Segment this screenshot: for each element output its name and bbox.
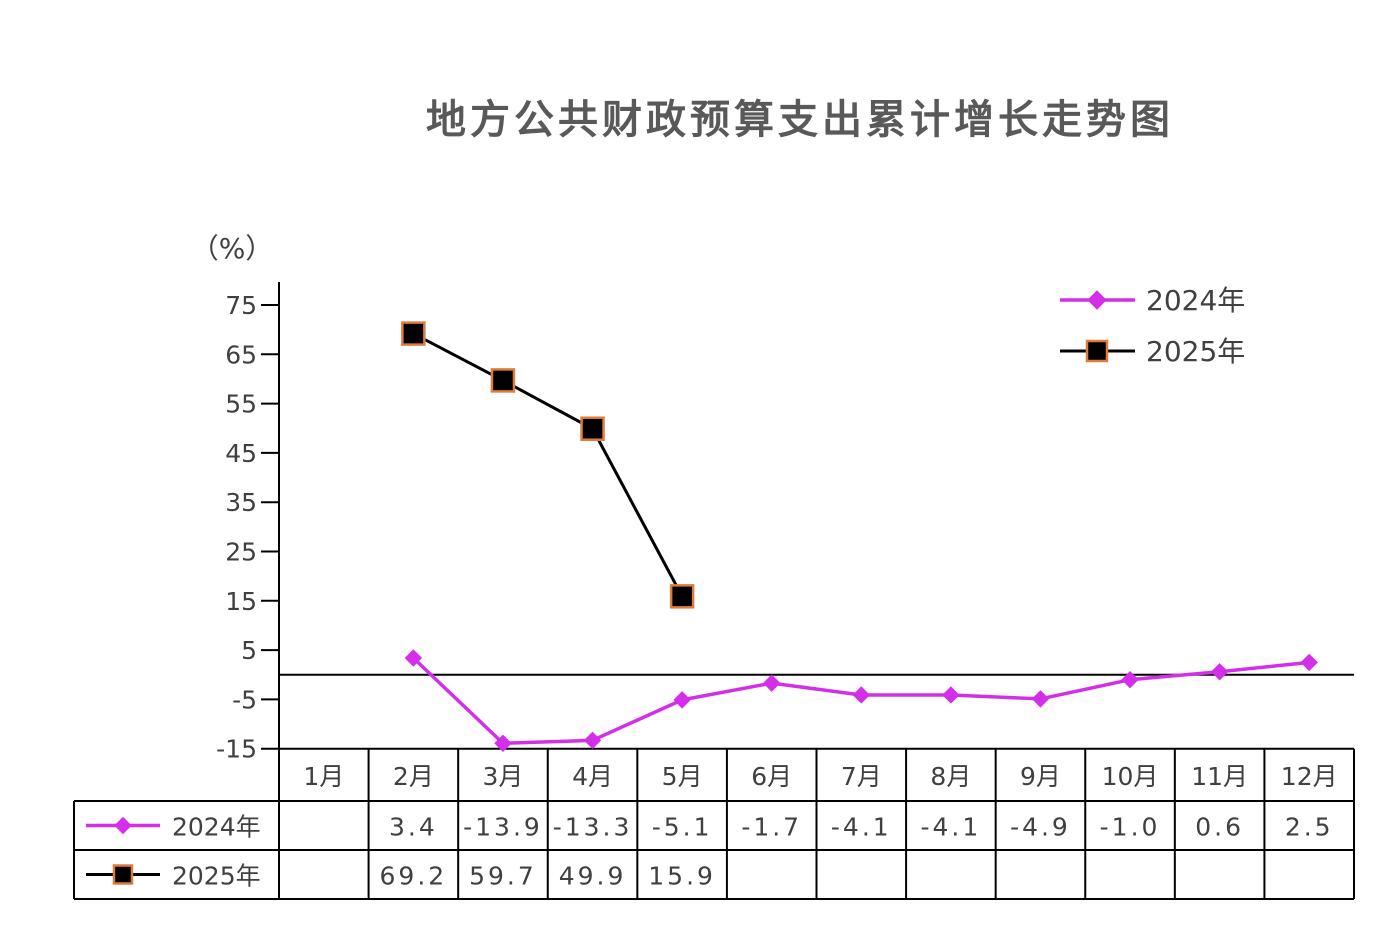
table-value: 15.9 [648, 862, 716, 891]
data-table: 1月 2月 3月 4月 5月 6月 7月 8月 9月 10月 11月 12月 2024年 3.4 -13.9… [86, 762, 1338, 891]
table-value: 49.9 [559, 862, 627, 891]
data-point-2024 [1300, 653, 1318, 672]
data-point-2024 [673, 691, 691, 709]
data-point-2024 [1121, 670, 1139, 689]
y-tick-label: -5 [232, 685, 257, 714]
data-point-2024 [942, 686, 960, 704]
y-tick-label: 15 [225, 587, 257, 616]
series-lines [401, 321, 1318, 752]
data-point-2025 [490, 368, 516, 393]
table-value: -13.9 [463, 813, 543, 842]
category-label: 6月 [751, 762, 792, 791]
table-value: -13.3 [553, 813, 633, 842]
data-point-2024 [1210, 663, 1229, 681]
table-value: 3.4 [389, 813, 438, 842]
legend-key-marker [1085, 339, 1109, 363]
table-value: 59.7 [469, 862, 537, 891]
y-tick-label: 5 [241, 636, 257, 665]
data-point-2024 [494, 734, 512, 752]
table-value: -4.1 [920, 813, 981, 842]
category-label: 12月 [1281, 762, 1338, 791]
y-axis-unit: （%） [191, 232, 274, 265]
data-point-2024 [1031, 690, 1050, 708]
chart-title: 地方公共财政预算支出累计增长走势图 [426, 97, 1174, 143]
y-tick-label: 25 [225, 538, 257, 567]
data-point-2025 [580, 416, 605, 441]
table-value: -1.0 [1100, 813, 1161, 842]
data-point-2024 [763, 674, 781, 692]
category-label: 10月 [1102, 762, 1159, 791]
table-value: -4.9 [1010, 813, 1071, 842]
data-point-2025 [401, 321, 426, 346]
table-grid [73, 747, 1355, 900]
table-series-key-marker [112, 864, 134, 885]
table-value: -5.1 [652, 813, 713, 842]
y-axis-ticks: 75 65 55 45 35 25 15 5 -5 -15 [216, 291, 279, 764]
category-label: 4月 [572, 762, 613, 791]
legend-label: 2025年 [1146, 335, 1245, 368]
table-series-key-marker [114, 816, 132, 835]
y-tick-label: -15 [216, 735, 257, 764]
category-label: 5月 [662, 762, 703, 791]
legend: 2024年 2025年 [1060, 284, 1245, 368]
y-tick-label: 45 [225, 439, 257, 468]
category-label: 8月 [930, 762, 971, 791]
data-point-2024 [583, 731, 602, 750]
y-tick-label: 65 [225, 340, 257, 369]
table-value: 0.6 [1195, 813, 1244, 842]
category-label: 9月 [1020, 762, 1061, 791]
table-series-name: 2025年 [172, 862, 261, 891]
table-value: 69.2 [380, 862, 448, 891]
data-point-2024 [404, 649, 423, 667]
data-point-2024 [852, 686, 870, 704]
category-label: 3月 [483, 762, 524, 791]
table-value: 2.5 [1285, 813, 1334, 842]
category-label: 2月 [393, 762, 434, 791]
legend-label: 2024年 [1146, 284, 1245, 317]
data-point-2025 [669, 584, 695, 609]
legend-key-marker [1087, 290, 1107, 310]
series-line-2025 [412, 332, 684, 598]
table-value: -1.7 [741, 813, 802, 842]
category-label: 1月 [303, 762, 344, 791]
y-tick-label: 75 [225, 291, 257, 320]
table-series-name: 2024年 [172, 813, 261, 842]
table-value: -4.1 [831, 813, 892, 842]
category-label: 7月 [841, 762, 882, 791]
category-label: 11月 [1191, 762, 1248, 791]
y-tick-label: 35 [225, 488, 257, 517]
y-tick-label: 55 [225, 390, 257, 419]
